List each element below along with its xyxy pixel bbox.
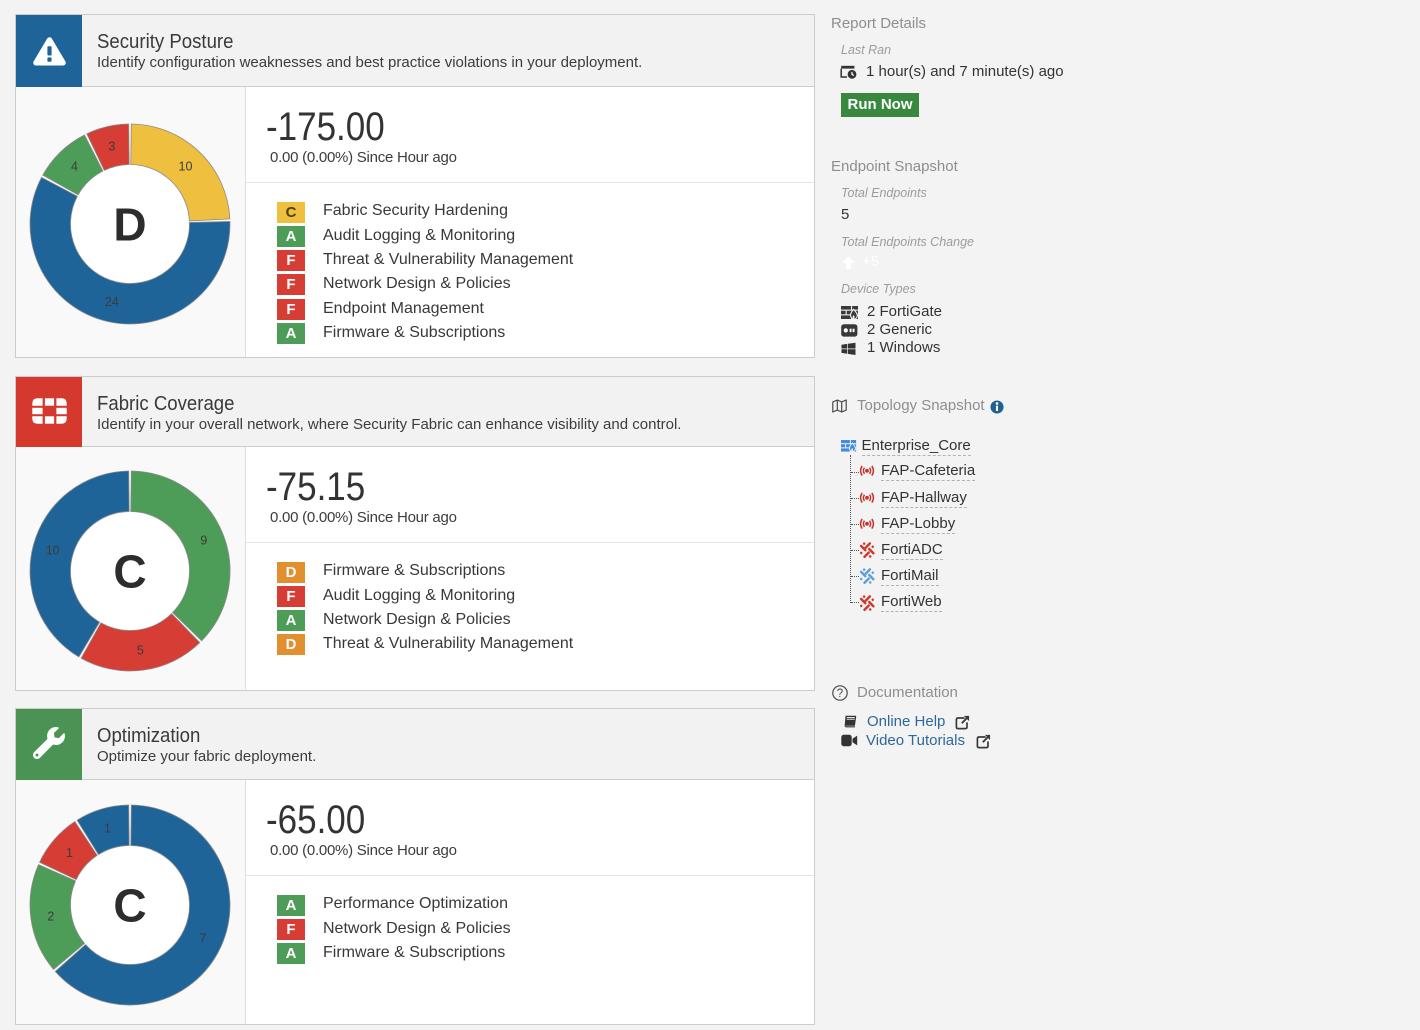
svg-text:2: 2: [47, 909, 54, 923]
svg-text:1: 1: [66, 845, 73, 859]
svg-text:1: 1: [104, 821, 111, 835]
svg-text:C: C: [113, 545, 146, 597]
svg-text:?: ?: [837, 688, 843, 700]
svg-text:24: 24: [105, 295, 119, 309]
svg-text:10: 10: [179, 160, 193, 174]
svg-text:4: 4: [71, 160, 78, 174]
svg-text:10: 10: [46, 543, 60, 557]
svg-text:C: C: [113, 879, 146, 931]
svg-text:3: 3: [108, 139, 115, 153]
svg-text:9: 9: [200, 533, 207, 547]
svg-text:D: D: [113, 199, 146, 251]
svg-text:5: 5: [137, 643, 144, 657]
svg-text:7: 7: [199, 931, 206, 945]
